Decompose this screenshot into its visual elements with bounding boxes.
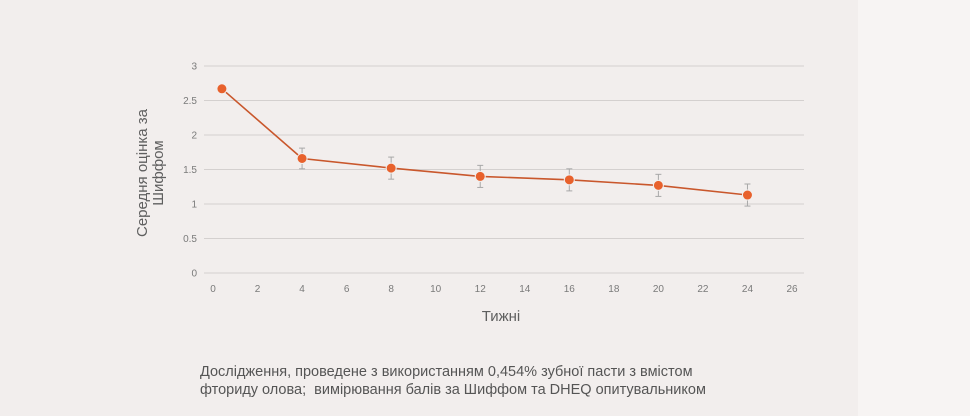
x-axis-title: Тижні [482,308,521,325]
data-point-3 [474,170,486,182]
data-point-4 [563,174,575,186]
gridlines [204,65,804,274]
x-axis-ticks: 0 2 4 6 8 10 12 14 16 18 20 22 24 26 [210,284,798,295]
data-point-6 [741,189,753,201]
data-point-0 [216,83,228,95]
y-tick-label-6: 3 [191,62,197,73]
y-axis-title-line-2: Шиффом [150,140,167,205]
x-tick-label-11: 22 [697,284,709,295]
x-tick-label-1: 2 [255,284,261,295]
x-tick-label-6: 12 [475,284,487,295]
x-tick-label-7: 14 [519,284,531,295]
y-tick-label-1: 0.5 [183,234,197,245]
data-point-2 [385,162,397,174]
y-axis-title-line-1: Середня оцінка за [134,108,151,237]
data-points [216,83,753,201]
y-axis-ticks: 0 0.5 1 1.5 2 2.5 3 [183,62,197,280]
y-tick-label-2: 1 [191,200,197,211]
data-point-5 [652,179,664,191]
x-tick-label-8: 16 [564,284,576,295]
side-strip [858,0,970,416]
x-tick-label-9: 18 [608,284,620,295]
x-tick-label-12: 24 [742,284,754,295]
x-tick-label-4: 8 [388,284,394,295]
caption-line-2: фториду олова; вимірювання балів за Шифф… [200,382,706,398]
x-tick-label-5: 10 [430,284,442,295]
x-tick-label-3: 6 [344,284,350,295]
error-bars [299,147,751,207]
caption-line-1: Дослідження, проведене з використанням 0… [200,364,693,380]
y-tick-label-3: 1.5 [183,165,197,176]
y-axis-title: Середня оцінка за Шиффом [134,108,167,237]
data-point-1 [296,152,308,164]
x-tick-label-10: 20 [653,284,665,295]
x-tick-label-13: 26 [786,284,798,295]
y-tick-label-5: 2.5 [183,96,197,107]
x-tick-label-2: 4 [299,284,305,295]
y-tick-label-4: 2 [191,131,197,142]
y-tick-label-0: 0 [191,269,197,280]
chart-caption: Дослідження, проведене з використанням 0… [200,363,800,399]
x-tick-label-0: 0 [210,284,216,295]
chart-panel [0,0,858,416]
